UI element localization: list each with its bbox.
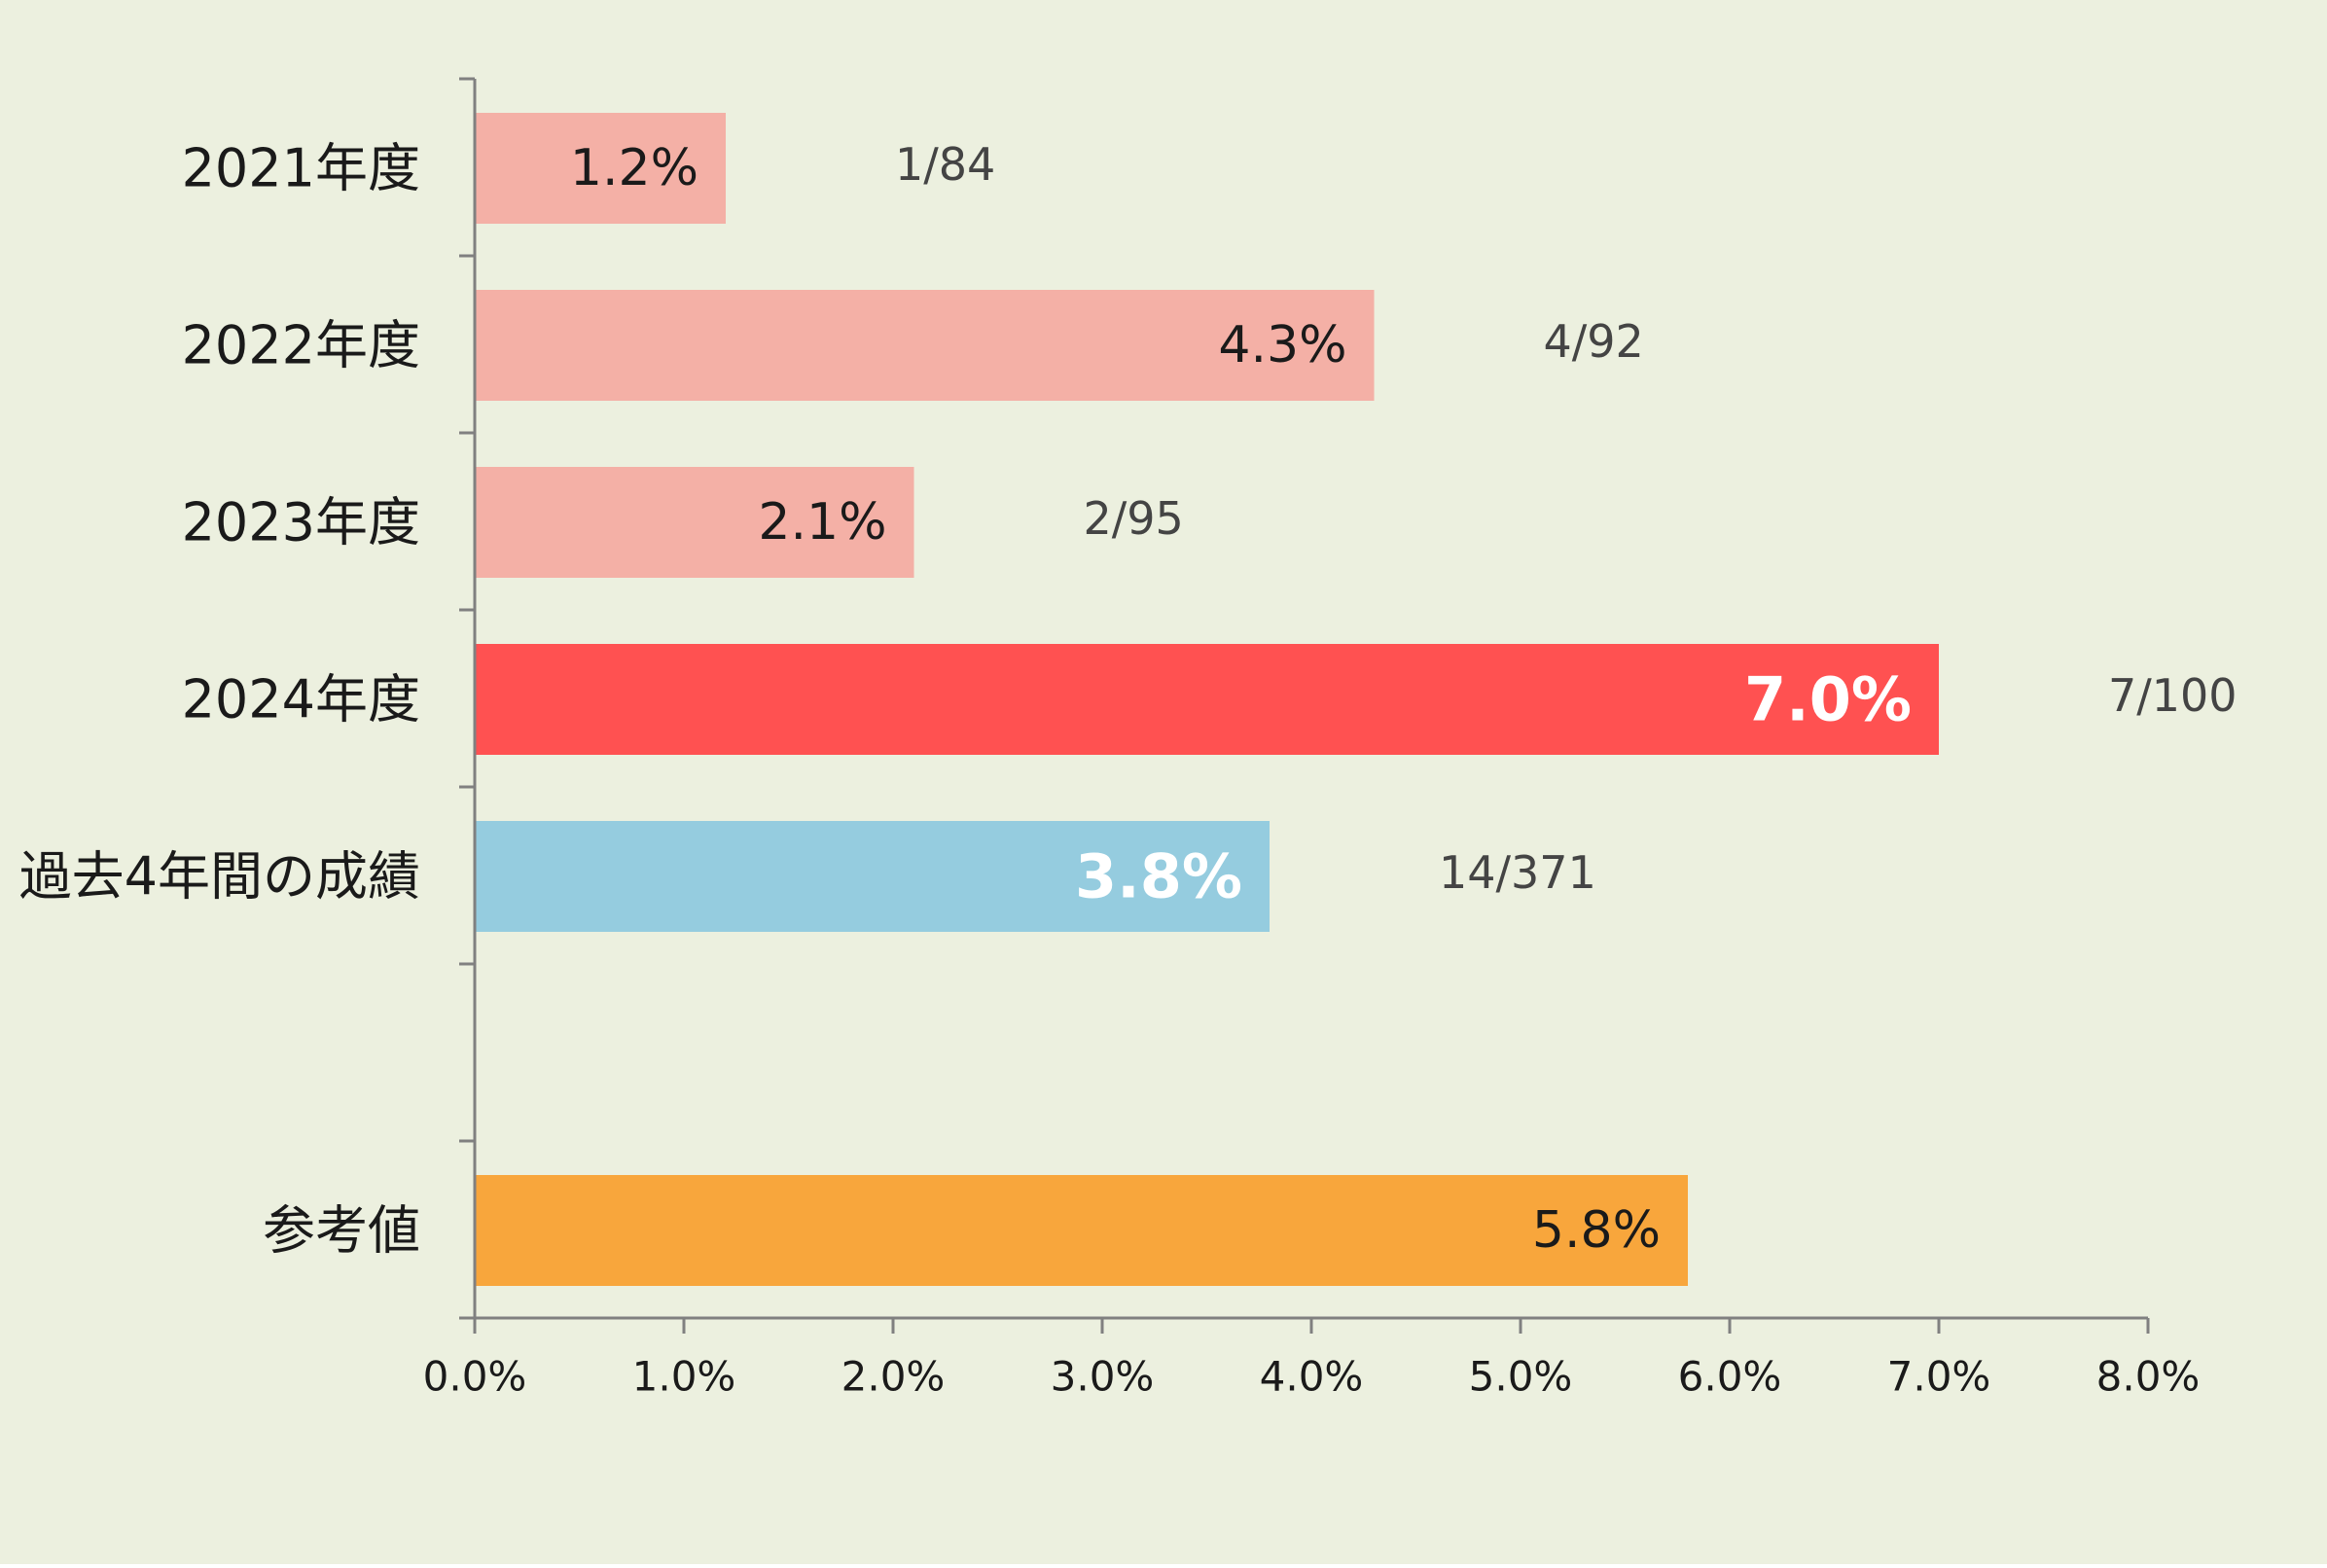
data-label: 1.2% <box>570 139 698 197</box>
x-tick-label: 6.0% <box>1678 1353 1782 1401</box>
bars-layer <box>475 113 1939 1286</box>
data-label: 2.1% <box>758 493 886 552</box>
x-tick-label: 8.0% <box>2096 1353 2201 1401</box>
data-label: 5.8% <box>1532 1201 1661 1260</box>
x-tick-label: 4.0% <box>1260 1353 1364 1401</box>
data-label: 4.3% <box>1218 316 1346 374</box>
bar <box>475 1175 1688 1286</box>
x-tick-label: 3.0% <box>1051 1353 1155 1401</box>
fraction-label: 2/95 <box>1084 492 1184 545</box>
x-tick-label: 0.0% <box>423 1353 527 1401</box>
category-label: 参考値 <box>263 1200 420 1262</box>
labels-layer: 2021年度 1.2% 1/84 2022年度 4.3% 4/92 2023年度 2.1% 2/… <box>19 138 2238 1401</box>
bar <box>475 821 1270 932</box>
category-label: 2022年度 <box>182 315 420 376</box>
bar <box>475 113 726 224</box>
axes-layer <box>459 77 2150 1334</box>
fraction-label: 1/84 <box>895 138 995 191</box>
bar <box>475 290 1375 401</box>
category-label: 過去4年間の成績 <box>19 846 420 908</box>
bar <box>475 644 1939 755</box>
category-label: 2023年度 <box>182 492 420 553</box>
x-tick-label: 7.0% <box>1887 1353 1991 1401</box>
x-tick-label: 1.0% <box>632 1353 736 1401</box>
x-tick-label: 5.0% <box>1469 1353 1573 1401</box>
data-label: 3.8% <box>1075 841 1242 912</box>
fraction-label: 4/92 <box>1544 315 1644 368</box>
bar <box>475 467 914 578</box>
fraction-label: 14/371 <box>1439 846 1596 899</box>
fraction-label: 7/100 <box>2108 669 2238 722</box>
category-label: 2024年度 <box>182 669 420 731</box>
category-label: 2021年度 <box>182 138 420 199</box>
x-tick-label: 2.0% <box>841 1353 946 1401</box>
data-label: 7.0% <box>1744 664 1912 735</box>
